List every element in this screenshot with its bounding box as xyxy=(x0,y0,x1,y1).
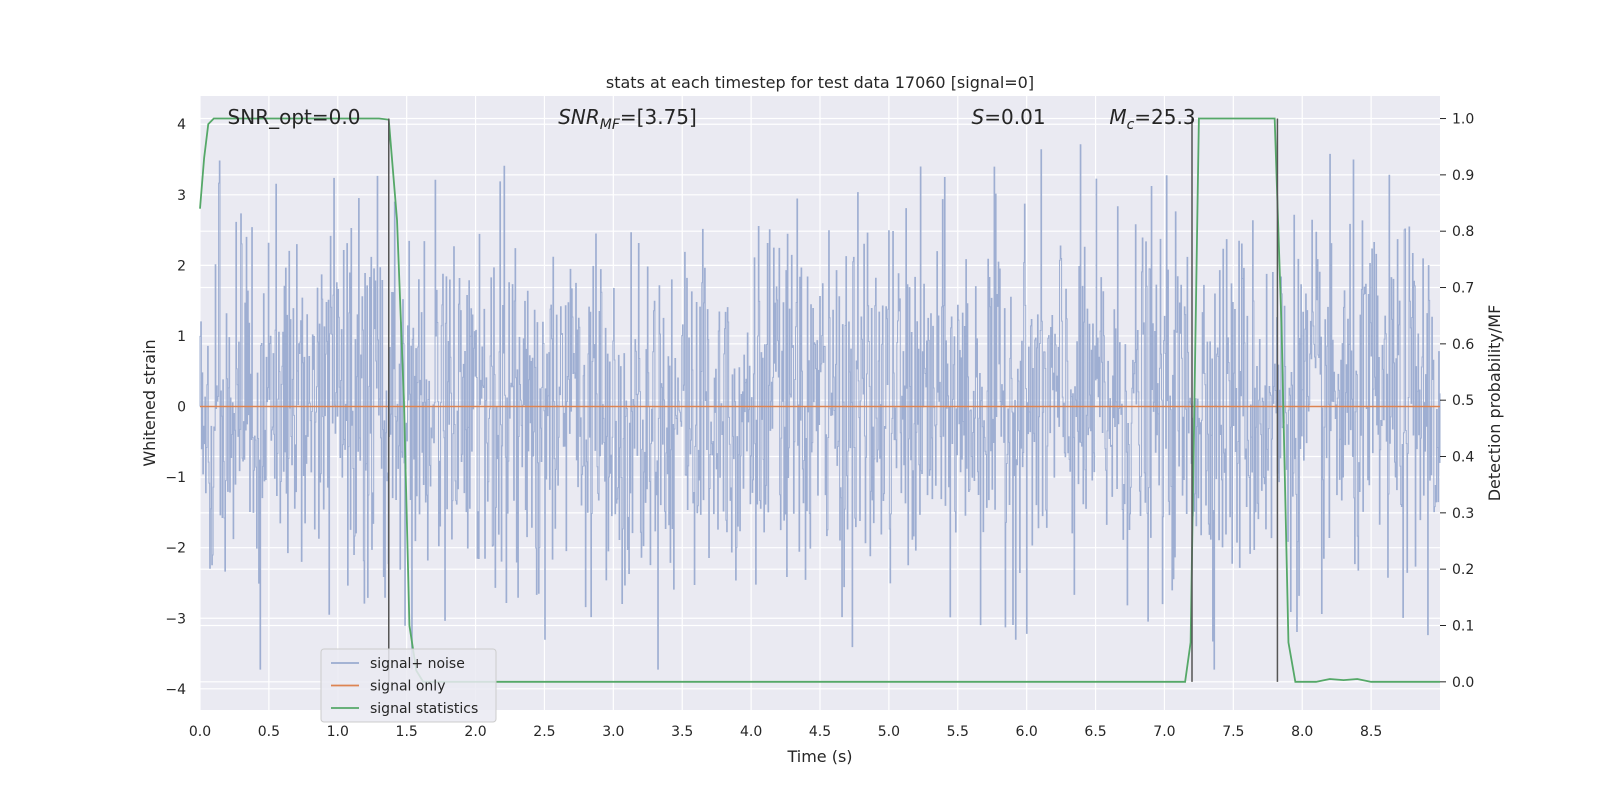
snr-opt-annotation: SNR_opt=0.0 xyxy=(228,105,361,129)
mc-annotation: Mc=25.3 xyxy=(1109,105,1195,133)
x-tick-label: 7.0 xyxy=(1153,724,1175,740)
x-tick-label: 8.0 xyxy=(1291,724,1313,740)
y2-tick-label: 1.0 xyxy=(1452,112,1474,128)
x-tick-label: 3.0 xyxy=(602,724,624,740)
y-tick-label: 3 xyxy=(177,188,186,204)
y2-tick-labels: 0.0 0.1 0.2 0.3 0.4 0.5 0.6 0.7 0.8 0.9 1.0 xyxy=(1440,112,1474,691)
x-tick-label: 8.5 xyxy=(1360,724,1382,740)
legend-box xyxy=(320,648,497,723)
x-tick-labels: 0.0 0.5 1.0 1.5 2.0 2.5 3.0 3.5 4.0 4.5 5.0 5.5 6.0 6… xyxy=(189,724,1382,740)
x-tick-label: 4.5 xyxy=(809,724,831,740)
vertical-markers xyxy=(388,118,1279,682)
series-line xyxy=(199,117,1440,683)
y-tick-labels: −4 −3 −2 −1 0 1 2 3 4 xyxy=(165,117,186,698)
y2-tick-label: 0.9 xyxy=(1452,168,1474,184)
x-tick-label: 1.5 xyxy=(396,724,418,740)
x-tick-label: 6.0 xyxy=(1016,724,1038,740)
y2-tick-label: 0.4 xyxy=(1452,450,1474,466)
series-signal-plus-noise xyxy=(199,144,1441,670)
y2-tick-label: 0.3 xyxy=(1452,506,1474,522)
y-tick-label: 2 xyxy=(177,258,186,274)
s-annotation: S=0.01 xyxy=(972,105,1046,129)
y-tick-label: −4 xyxy=(165,682,186,698)
y-axis-title: Whitened strain xyxy=(140,339,159,466)
chart-title: stats at each timestep for test data 170… xyxy=(606,73,1034,92)
y-tick-label: −2 xyxy=(165,541,186,557)
x-tick-label: 2.0 xyxy=(464,724,486,740)
snr-mf-annotation: SNRMF=[3.75] xyxy=(558,105,697,133)
x-tick-label: 0.0 xyxy=(189,724,211,740)
x-tick-label: 7.5 xyxy=(1222,724,1244,740)
y2-tick-label: 0.6 xyxy=(1452,337,1474,353)
annotations: SNR_opt=0.0 SNRMF=[3.75] S=0.01 Mc=25.3 xyxy=(228,105,1196,133)
y-tick-label: 1 xyxy=(177,329,186,345)
x-tick-label: 1.0 xyxy=(327,724,349,740)
legend-label: signal statistics xyxy=(370,701,478,717)
y-tick-label: 4 xyxy=(177,117,186,133)
noise-trace xyxy=(199,144,1441,670)
y-tick-label: −3 xyxy=(165,611,186,627)
x-tick-label: 0.5 xyxy=(258,724,280,740)
y2-axis-title: Detection probability/MF xyxy=(1485,305,1504,502)
y-tick-label: −1 xyxy=(165,470,186,486)
y2-tick-label: 0.1 xyxy=(1452,619,1474,635)
x-tick-label: 4.0 xyxy=(740,724,762,740)
y2-tick-label: 0.7 xyxy=(1452,281,1474,297)
y2-tick-label: 0.8 xyxy=(1452,224,1474,240)
x-tick-label: 5.0 xyxy=(878,724,900,740)
legend-label: signal+ noise xyxy=(370,656,465,672)
y2-tick-label: 0.2 xyxy=(1452,562,1474,578)
y2-tick-label: 0.0 xyxy=(1452,675,1474,691)
x-tick-label: 2.5 xyxy=(533,724,555,740)
x-tick-label: 6.5 xyxy=(1084,724,1106,740)
legend: signal+ noise signal only signal statistic… xyxy=(320,648,497,723)
x-axis-title: Time (s) xyxy=(786,747,852,766)
y-tick-label: 0 xyxy=(177,400,186,416)
series-lines xyxy=(199,117,1440,683)
y2-tick-label: 0.5 xyxy=(1452,393,1474,409)
legend-label: signal only xyxy=(370,679,445,695)
x-tick-label: 5.5 xyxy=(947,724,969,740)
x-tick-label: 3.5 xyxy=(671,724,693,740)
